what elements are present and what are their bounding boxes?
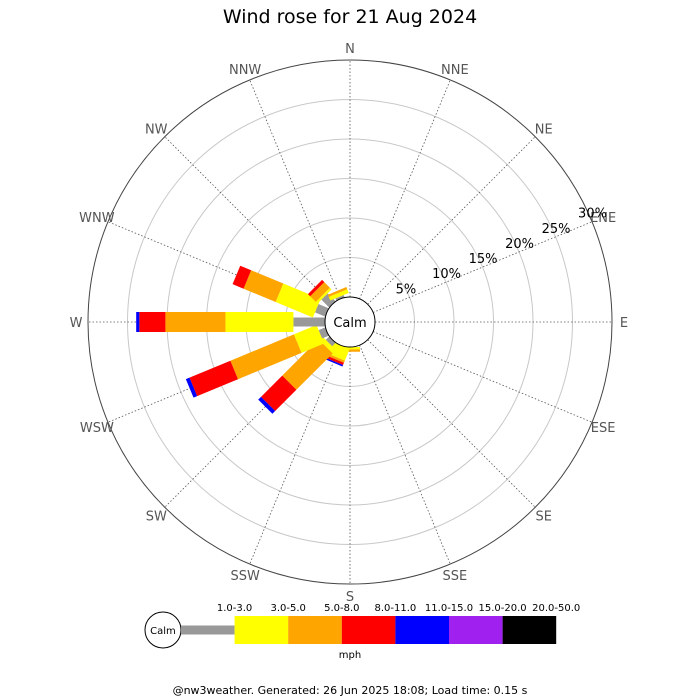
direction-label-nne: NNE [441, 63, 469, 78]
direction-label-w: W [70, 316, 83, 331]
direction-label-sw: SW [146, 510, 167, 525]
direction-label-ese: ESE [591, 421, 616, 436]
direction-label-ne: NE [535, 122, 553, 137]
direction-label-wsw: WSW [80, 421, 114, 436]
direction-label-n: N [345, 42, 355, 57]
legend: Calm 1.0-3.0 3.0-5.0 5.0-8.0 8.0-11.0 11.0-15… [144, 603, 580, 661]
legend-swatch-0 [181, 625, 235, 635]
ring-label: 30% [578, 207, 607, 222]
legend-swatch-2 [288, 616, 342, 644]
ring-label: 15% [469, 252, 498, 267]
bar-nnw-0 [335, 294, 345, 301]
bar-sw-3 [261, 375, 297, 411]
calm-circle: Calm [324, 296, 376, 348]
spoke-ssw [249, 344, 341, 565]
legend-label-3: 8.0-11.0 [375, 603, 417, 614]
spoke-nne [359, 79, 451, 300]
spoke-se [367, 339, 536, 508]
bar-ssw-4 [323, 357, 344, 367]
direction-label-ssw: SSW [230, 569, 260, 584]
bar-wsw-1 [293, 325, 325, 353]
legend-label-4: 11.0-15.0 [425, 603, 473, 614]
spoke-nw [164, 136, 333, 305]
legend-label-1: 3.0-5.0 [270, 603, 305, 614]
spoke-ne [367, 136, 536, 305]
legend-calm-label: Calm [150, 626, 176, 637]
bar-wnw-2 [243, 270, 284, 303]
bar-nnw-1 [328, 289, 349, 301]
legend-swatch-6 [502, 616, 557, 644]
direction-label-sse: SSE [442, 569, 467, 584]
ring-label: 5% [396, 282, 417, 297]
bar-nnw-2 [327, 287, 348, 297]
ring-label: 25% [542, 222, 571, 237]
direction-label-nw: NW [145, 122, 168, 137]
calm-label: Calm [333, 316, 366, 331]
bar-ssw-3 [324, 355, 344, 365]
bar-sw-4 [258, 396, 276, 414]
legend-swatch-1 [234, 616, 289, 644]
bar-sw-0 [325, 336, 336, 347]
legend-label-6: 20.0-50.0 [532, 603, 580, 614]
spoke-nnw [249, 79, 341, 300]
bar-w-1 [225, 312, 294, 332]
bar-w-0 [293, 317, 325, 327]
bar-nw-3 [307, 279, 325, 297]
bar-sw-2 [282, 339, 333, 390]
legend-swatch-4 [395, 616, 449, 644]
direction-label-s: S [346, 590, 354, 605]
direction-spokes [88, 60, 612, 584]
ring-label: 20% [505, 237, 534, 252]
spoke-ese [372, 331, 593, 423]
footer-text: @nw3weather. Generated: 26 Jun 2025 18:0… [172, 684, 528, 697]
ring-labels: 5% 10% 15% 20% 25% 30% [396, 207, 607, 298]
bar-nw-2 [310, 282, 330, 302]
spoke-ene [372, 221, 593, 313]
legend-swatch-3 [341, 616, 396, 644]
direction-label-nnw: NNW [229, 63, 261, 78]
bar-nw-0 [321, 293, 336, 308]
wind-bars [136, 265, 360, 414]
grid-ring [87, 59, 613, 585]
bar-nw-1 [315, 287, 332, 304]
bar-wnw-1 [275, 283, 321, 318]
bar-w-2 [165, 312, 226, 332]
direction-labels: N NNE NE ENE E ESE SE SSE S SSW SW WSW W WNW NW NNW [70, 42, 629, 605]
direction-label-se: SE [536, 510, 552, 525]
bar-wsw-3 [189, 360, 239, 397]
legend-label-2: 5.0-8.0 [324, 603, 359, 614]
bar-w-4 [136, 312, 140, 332]
legend-units-label: mph [339, 650, 361, 661]
bar-wsw-2 [230, 334, 302, 380]
legend-swatch-5 [449, 616, 503, 644]
calm-circle-shape [324, 296, 376, 348]
bar-wsw-4 [185, 377, 198, 398]
bar-wnw-3 [232, 265, 252, 289]
legend-label-0: 1.0-3.0 [217, 603, 252, 614]
bar-wnw-0 [314, 304, 329, 317]
bar-w-3 [139, 312, 166, 332]
bar-sw-1 [318, 335, 337, 354]
legend-label-5: 15.0-20.0 [479, 603, 527, 614]
direction-label-ene: ENE [590, 211, 616, 226]
ring-label: 10% [432, 267, 461, 282]
direction-label-e: E [620, 316, 628, 331]
chart-title: Wind rose for 21 Aug 2024 [222, 6, 478, 28]
spoke-sse [359, 344, 451, 565]
direction-label-wnw: WNW [79, 211, 115, 226]
